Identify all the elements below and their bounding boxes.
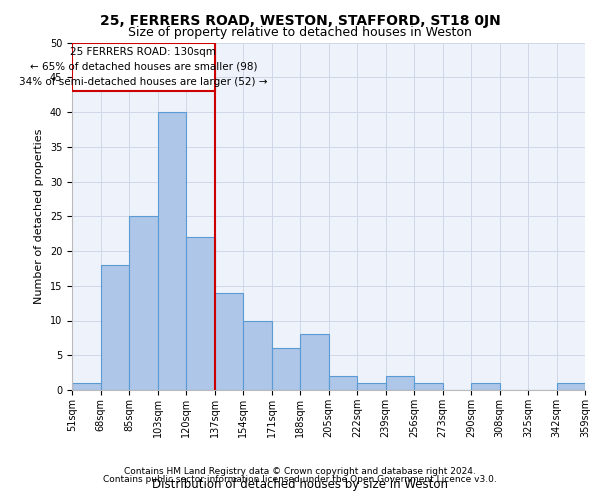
Text: 25 FERRERS ROAD: 130sqm: 25 FERRERS ROAD: 130sqm <box>70 48 216 58</box>
Bar <box>243 320 271 390</box>
Bar <box>157 112 186 390</box>
Text: Size of property relative to detached houses in Weston: Size of property relative to detached ho… <box>128 26 472 39</box>
Text: Contains public sector information licensed under the Open Government Licence v3: Contains public sector information licen… <box>103 475 497 484</box>
FancyBboxPatch shape <box>72 42 215 91</box>
Y-axis label: Number of detached properties: Number of detached properties <box>34 128 44 304</box>
Bar <box>72 383 101 390</box>
Bar <box>357 383 386 390</box>
Text: 34% of semi-detached houses are larger (52) →: 34% of semi-detached houses are larger (… <box>19 76 268 86</box>
Text: Distribution of detached houses by size in Weston: Distribution of detached houses by size … <box>152 478 448 491</box>
Bar <box>300 334 329 390</box>
Bar <box>386 376 414 390</box>
Bar <box>414 383 443 390</box>
Text: 25, FERRERS ROAD, WESTON, STAFFORD, ST18 0JN: 25, FERRERS ROAD, WESTON, STAFFORD, ST18… <box>100 14 500 28</box>
Bar <box>101 265 129 390</box>
Bar <box>271 348 300 390</box>
Bar <box>471 383 499 390</box>
Bar <box>186 237 215 390</box>
Bar <box>129 216 157 390</box>
Text: ← 65% of detached houses are smaller (98): ← 65% of detached houses are smaller (98… <box>29 62 257 72</box>
Bar <box>557 383 585 390</box>
Bar <box>215 292 243 390</box>
Bar <box>329 376 357 390</box>
Text: Contains HM Land Registry data © Crown copyright and database right 2024.: Contains HM Land Registry data © Crown c… <box>124 467 476 476</box>
